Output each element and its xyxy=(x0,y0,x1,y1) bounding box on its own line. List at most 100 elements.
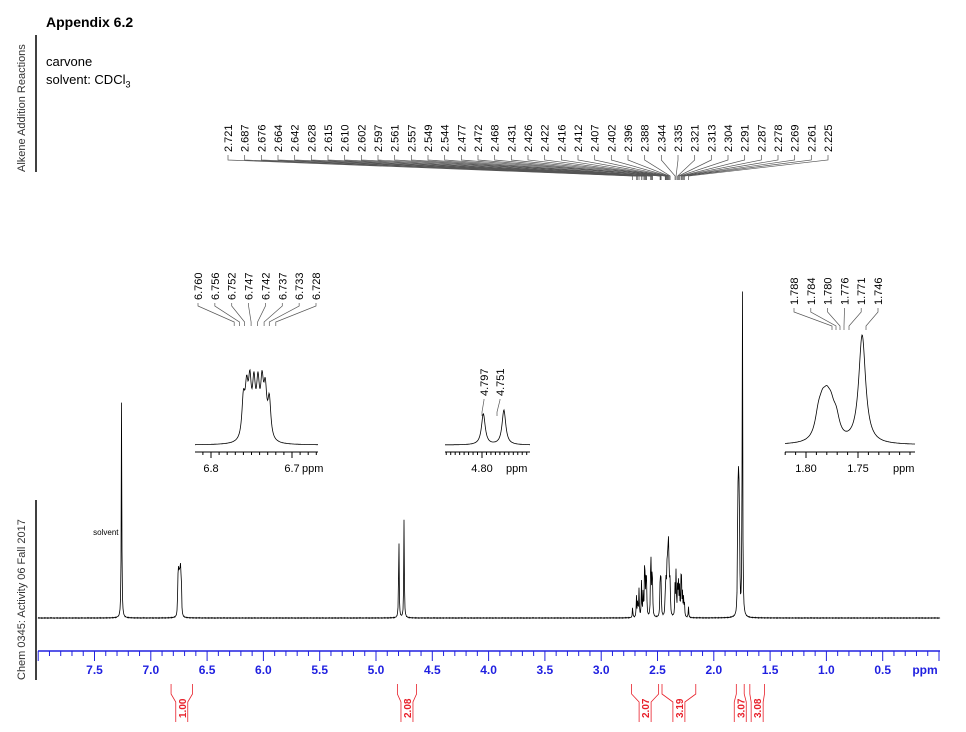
x-tick-label: 1.0 xyxy=(818,663,835,677)
peak-label: 2.407 xyxy=(590,124,602,152)
peak-label: 2.396 xyxy=(623,124,635,152)
peak-leader-line xyxy=(344,155,646,180)
peak-label: 2.344 xyxy=(656,124,668,152)
peak-label: 2.313 xyxy=(706,124,718,152)
peak-leader-line xyxy=(627,155,670,180)
peak-leader-line xyxy=(594,155,669,180)
peak-label: 2.628 xyxy=(306,124,318,152)
peak-label: 2.472 xyxy=(473,124,485,152)
x-axis-label: ppm xyxy=(912,663,937,677)
peak-label: 6.756 xyxy=(210,272,222,300)
peak-leader-line xyxy=(848,308,862,330)
peak-leader-line xyxy=(277,155,640,180)
integral-value: 3.08 xyxy=(753,698,764,718)
peak-label: 2.291 xyxy=(740,124,752,152)
x-tick-label: 5.5 xyxy=(311,663,328,677)
peak-label: 4.751 xyxy=(495,368,507,396)
peak-label: 2.721 xyxy=(223,124,235,152)
peak-label: 6.752 xyxy=(227,272,239,300)
peak-leader-line xyxy=(197,303,235,326)
peak-leader-line xyxy=(496,399,501,416)
peak-leader-line xyxy=(865,308,879,330)
integral-value: 1.00 xyxy=(178,698,189,718)
peak-label: 1.746 xyxy=(873,277,885,305)
peak-label: 4.797 xyxy=(479,368,491,396)
peak-leader-line xyxy=(394,155,651,180)
inset-tick-label: 4.80 xyxy=(471,463,492,475)
peak-label: 2.602 xyxy=(356,124,368,152)
integral-value: 2.07 xyxy=(641,698,652,718)
peak-label: 1.784 xyxy=(806,277,818,305)
peak-label: 6.747 xyxy=(244,272,256,300)
x-tick-label: 1.5 xyxy=(762,663,779,677)
peak-leader-line xyxy=(231,303,245,326)
peak-label: 6.728 xyxy=(311,272,323,300)
peak-label: 2.557 xyxy=(406,124,418,152)
peak-label: 2.269 xyxy=(790,124,802,152)
peak-label: 1.780 xyxy=(823,277,835,305)
peak-label: 2.287 xyxy=(756,124,768,152)
solvent-label: solvent: CDCl3 xyxy=(46,72,130,90)
peak-leader-line xyxy=(681,155,762,180)
integral-bracket xyxy=(749,684,765,722)
peak-label: 2.642 xyxy=(290,124,302,152)
peak-label: 2.426 xyxy=(523,124,535,152)
peak-label: 2.261 xyxy=(806,124,818,152)
solvent-subscript: 3 xyxy=(125,79,131,90)
x-tick-label: 6.5 xyxy=(199,663,216,677)
inset-unit-label: ppm xyxy=(506,463,527,475)
x-tick-label: 5.0 xyxy=(368,663,385,677)
peak-label: 2.610 xyxy=(340,124,352,152)
peak-leader-line xyxy=(677,155,696,180)
peak-leader-line xyxy=(360,155,647,180)
solvent-text: solvent: CDCl xyxy=(46,72,126,87)
peak-label: 2.335 xyxy=(673,124,685,152)
peak-leader-line xyxy=(682,155,779,180)
peak-leader-line xyxy=(660,155,676,180)
peak-leader-line xyxy=(310,155,644,180)
peak-leader-line xyxy=(793,308,833,330)
peak-leader-line xyxy=(257,303,266,326)
inset-spectrum-trace xyxy=(195,368,318,446)
peak-label: 2.561 xyxy=(390,124,402,152)
peak-leader-line xyxy=(377,155,647,180)
peak-label: 2.468 xyxy=(490,124,502,152)
inset-tick-label: 1.80 xyxy=(795,463,816,475)
peak-leader-line xyxy=(683,155,796,180)
integral-bracket xyxy=(396,684,417,722)
x-tick-label: 3.5 xyxy=(537,663,554,677)
peak-label: 1.776 xyxy=(839,277,851,305)
peak-leader-line xyxy=(327,155,645,180)
inset-spectrum-trace xyxy=(445,408,530,446)
peak-label: 6.733 xyxy=(294,272,306,300)
peak-leader-line xyxy=(244,155,637,180)
peak-leader-line xyxy=(248,303,252,326)
peak-leader-line xyxy=(460,155,661,180)
peak-leader-line xyxy=(679,155,729,180)
page-title: Appendix 6.2 xyxy=(46,14,134,30)
peak-leader-line xyxy=(680,155,746,180)
peak-leader-line xyxy=(827,308,841,330)
peak-leader-line xyxy=(688,155,829,180)
x-tick-label: 2.5 xyxy=(649,663,666,677)
peak-leader-line xyxy=(481,399,485,416)
integral-bracket xyxy=(170,684,193,722)
integral-value: 3.19 xyxy=(675,698,686,718)
peak-leader-line xyxy=(294,155,642,180)
peak-label: 2.477 xyxy=(456,124,468,152)
peak-leader-line xyxy=(214,303,240,326)
integral-value: 2.08 xyxy=(403,698,414,718)
inset-tick-label: 1.75 xyxy=(847,463,868,475)
x-tick-label: 7.5 xyxy=(86,663,103,677)
spectrum-trace xyxy=(37,291,941,620)
peak-leader-line xyxy=(444,155,653,180)
integral-value: 3.07 xyxy=(736,698,747,718)
integral-bracket xyxy=(661,684,697,722)
peak-leader-line xyxy=(684,155,812,180)
compound-name: carvone xyxy=(46,54,93,69)
peak-label: 2.402 xyxy=(606,124,618,152)
x-tick-label: 2.0 xyxy=(705,663,722,677)
peak-leader-line xyxy=(268,303,300,326)
peak-leader-line xyxy=(810,308,837,330)
